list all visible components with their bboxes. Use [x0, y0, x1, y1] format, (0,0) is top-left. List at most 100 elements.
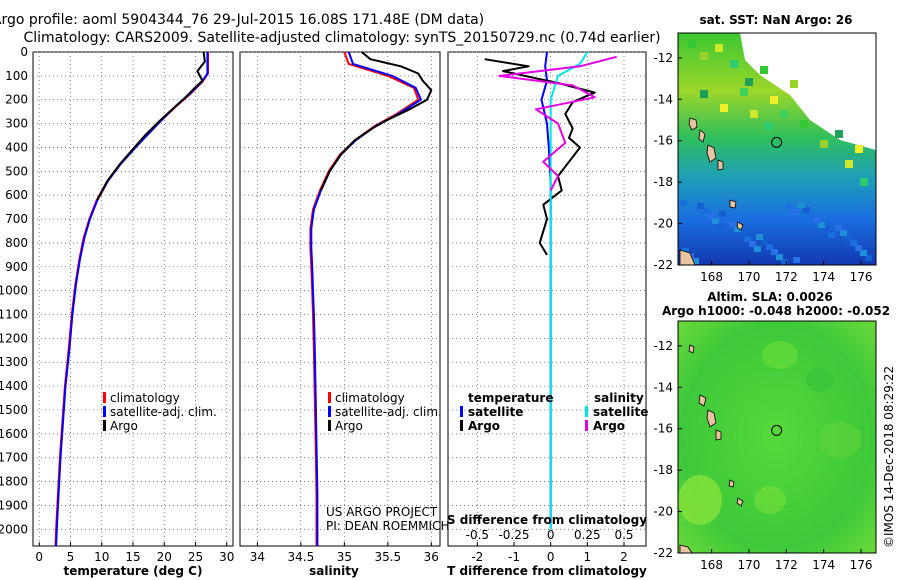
- sst-map-frame: [677, 32, 877, 266]
- secondary-x-tick-label: 0.5: [614, 528, 633, 542]
- sst-argo-location-marker: [771, 136, 783, 148]
- map-y-tick-label: -22: [653, 258, 673, 272]
- legend-swatch-satellite: [328, 406, 331, 417]
- sst-pixel: [780, 110, 788, 118]
- legend-climatology: climatology: [110, 391, 180, 405]
- sst-pixel: [786, 204, 793, 210]
- map-x-tick-label: 176: [850, 558, 873, 572]
- sla-blob: [678, 475, 722, 525]
- sst-pixel: [720, 104, 728, 112]
- sst-pixel: [835, 130, 843, 138]
- series-salinity-argo: [498, 55, 617, 191]
- sst-pixel: [680, 200, 687, 206]
- sst-pixel: [717, 223, 724, 229]
- sst-pixel: [724, 216, 731, 222]
- sst-pixel: [700, 90, 708, 98]
- x-tick-label: 35: [337, 550, 352, 564]
- x-tick-label: 34.5: [288, 550, 315, 564]
- y-tick-label: 1900: [0, 498, 28, 512]
- sst-pixel: [781, 259, 788, 265]
- map-x-tick-label: 172: [775, 558, 798, 572]
- x-tick-label: 34: [250, 550, 265, 564]
- sla-islands: [679, 344, 744, 554]
- temperature-panel: 0100200300400500600700800900100011001200…: [0, 45, 234, 578]
- map-x-tick-label: 174: [812, 558, 835, 572]
- x-tick-label: 10: [94, 550, 109, 564]
- sst-pixel: [756, 234, 763, 240]
- map-y-tick-label: -16: [653, 422, 673, 436]
- sst-pixel: [865, 255, 872, 261]
- sst-pixel: [828, 232, 835, 238]
- island-shape: [698, 394, 707, 407]
- sst-pixel: [702, 208, 709, 214]
- sst-pixel: [744, 236, 751, 242]
- y-tick-label: 0: [20, 45, 28, 59]
- sla-map: Altim. SLA: 0.0026 Argo h1000: -0.048 h2…: [653, 290, 890, 572]
- salinity-frame: [239, 51, 441, 547]
- difference-panel: -2 -1 0 1 2 T difference from climatology S …: [447, 51, 648, 578]
- sst-pixel: [761, 239, 768, 245]
- legend-argo: Argo: [335, 419, 363, 433]
- sst-pixel: [845, 160, 853, 168]
- temperature-frame: [32, 51, 234, 547]
- sst-pixel: [745, 78, 753, 86]
- legend-satellite: satellite-adj. clim.: [335, 405, 442, 419]
- legend-swatch-sal-satellite: [585, 406, 588, 417]
- legend-temp-argo: Argo: [468, 419, 500, 433]
- sst-pixel: [791, 209, 798, 215]
- island-shape: [728, 479, 735, 488]
- y-tick-label: 600: [5, 188, 28, 202]
- sst-pixel: [692, 258, 699, 264]
- sst-pixel: [855, 145, 863, 153]
- map-y-tick-label: -18: [653, 463, 673, 477]
- map-y-tick-label: -14: [653, 92, 673, 106]
- map-x-tick-label: 168: [700, 558, 723, 572]
- sst-pixel: [776, 254, 783, 260]
- y-tick-label: 200: [5, 93, 28, 107]
- sst-pixel: [800, 120, 808, 128]
- title-line1: Argo profile: aoml 5904344_76 29-Jul-201…: [0, 12, 484, 28]
- sst-pixel: [790, 80, 798, 88]
- temperature-legend: climatology satellite-adj. clim. Argo: [103, 391, 217, 433]
- x-tick-label: 0: [547, 550, 555, 564]
- sla-map-frame: [677, 320, 877, 554]
- y-tick-label: 1600: [0, 427, 28, 441]
- x-tick-label: 35.5: [374, 550, 401, 564]
- imos-stamp: ©IMOS 14-Dec-2018 08:29:22: [882, 366, 896, 548]
- map-y-tick-label: -18: [653, 175, 673, 189]
- x-tick-label: 36: [424, 550, 439, 564]
- sst-pixel: [715, 44, 723, 52]
- legend-temp-satellite: satellite: [468, 405, 523, 419]
- legend-argo: Argo: [110, 419, 138, 433]
- sst-pixel: [754, 246, 761, 252]
- island-shape: [729, 199, 737, 209]
- legend-satellite: satellite-adj. clim.: [110, 405, 217, 419]
- sla-blob: [754, 486, 786, 514]
- sst-pixel: [765, 122, 773, 130]
- sst-pixel: [835, 225, 842, 231]
- x-tick-label: 15: [125, 550, 140, 564]
- map-y-tick-label: -12: [653, 51, 673, 65]
- sst-pixel: [760, 66, 768, 74]
- x-tick-label: 1: [584, 550, 592, 564]
- x-tick-label: 5: [67, 550, 75, 564]
- sst-map-title: sat. SST: NaN Argo: 26: [699, 13, 852, 27]
- legend-swatch-sal-argo: [585, 420, 588, 431]
- sst-pixel: [820, 140, 828, 148]
- sst-pixel: [700, 52, 708, 60]
- x-tick-label: 2: [620, 550, 628, 564]
- sst-pixel: [818, 222, 825, 228]
- sla-map-subtitle: Argo h1000: -0.048 h2000: -0.052: [662, 304, 890, 318]
- legend-climatology: climatology: [335, 391, 405, 405]
- sst-pixel: [719, 211, 726, 217]
- y-tick-label: 1000: [0, 284, 28, 298]
- legend-swatch-climatology: [103, 392, 106, 403]
- island-shape: [698, 129, 706, 143]
- difference-legend: temperature satellite Argo salinity sate…: [460, 391, 648, 433]
- sst-pixel: [813, 217, 820, 223]
- sst-pixel: [697, 203, 704, 209]
- temperature-xlabel: temperature (deg C): [64, 564, 203, 578]
- y-tick-label: 1700: [0, 451, 28, 465]
- sst-pixel: [682, 248, 689, 254]
- x-tick-label: 30: [219, 550, 234, 564]
